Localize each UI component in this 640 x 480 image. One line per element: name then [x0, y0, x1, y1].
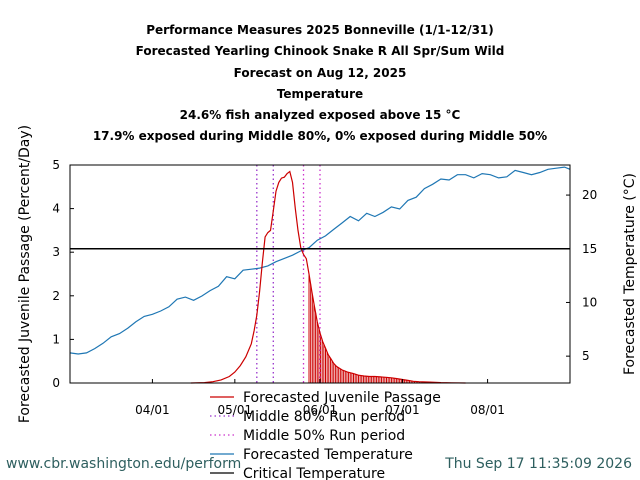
- y-axis-left-label: Forecasted Juvenile Passage (Percent/Day…: [17, 125, 33, 423]
- y-left-tick-label: 5: [52, 158, 60, 172]
- temperature-line: [69, 166, 571, 355]
- x-tick-label: 07/01: [385, 403, 420, 417]
- y-left-tick-label: 3: [52, 245, 60, 259]
- chart-subtitle-measure: Temperature: [276, 86, 364, 101]
- chart-title-block: Performance Measures 2025 Bonneville (1/…: [0, 20, 640, 148]
- footer-url[interactable]: www.cbr.washington.edu/perform: [6, 456, 242, 472]
- chart-title: Performance Measures 2025 Bonneville (1/…: [146, 23, 494, 37]
- y-left-tick-label: 1: [52, 332, 60, 346]
- chart-subtitle-run-exposure: 17.9% exposed during Middle 80%, 0% expo…: [92, 129, 548, 144]
- x-tick-label: 04/01: [135, 403, 170, 417]
- legend-label: Middle 80% Run period: [243, 409, 405, 425]
- x-tick-label: 05/01: [218, 403, 253, 417]
- footer-timestamp: Thu Sep 17 11:35:09 2026: [445, 456, 632, 472]
- legend-label: Forecasted Juvenile Passage: [243, 390, 441, 406]
- y-right-tick-label: 10: [582, 295, 597, 309]
- legend-label: Forecasted Temperature: [243, 447, 413, 463]
- y-right-tick-label: 20: [582, 188, 597, 202]
- legend-label: Middle 50% Run period: [243, 428, 405, 444]
- y-right-tick-label: 15: [582, 242, 597, 256]
- x-tick-label: 08/01: [470, 403, 505, 417]
- y-left-tick-label: 4: [52, 202, 60, 216]
- x-tick-label: 06/01: [303, 403, 338, 417]
- legend: Forecasted Juvenile Passage Middle 80% Ru…: [210, 390, 441, 480]
- y-axis-right-label: Forecasted Temperature (°C): [622, 173, 638, 375]
- y-left-tick-label: 2: [52, 289, 60, 303]
- chart-subtitle-species: Forecasted Yearling Chinook Snake R All …: [135, 44, 505, 59]
- chart-subtitle-exposure: 24.6% fish analyzed exposed above 15 °C: [179, 108, 461, 123]
- passage-line: [190, 170, 466, 384]
- chart-subtitle-forecast-date: Forecast on Aug 12, 2025: [233, 65, 407, 80]
- y-left-tick-label: 0: [52, 376, 60, 390]
- legend-label: Critical Temperature: [243, 466, 385, 480]
- y-right-tick-label: 5: [582, 349, 590, 363]
